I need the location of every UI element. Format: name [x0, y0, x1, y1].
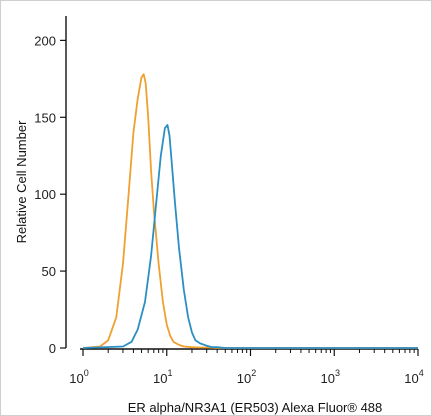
y-tick-label: 0 [49, 341, 56, 356]
x-tick-label: 103 [321, 368, 340, 386]
x-axis-title: ER alpha/NR3A1 (ER503) Alexa Fluor® 488 [128, 400, 383, 415]
y-tick-label: 50 [42, 264, 56, 279]
y-axis-title: Relative Cell Number [14, 120, 29, 243]
series-line-2 [83, 125, 418, 348]
y-tick-label: 200 [34, 33, 56, 48]
x-tick-label: 102 [237, 368, 256, 386]
series-line-1 [83, 74, 418, 348]
x-tick-label: 100 [69, 368, 88, 386]
y-tick-label: 150 [34, 110, 56, 125]
y-axis: 0 50 100 150 200 [34, 16, 66, 356]
x-tick-label: 101 [153, 368, 172, 386]
x-axis: 100 101 102 103 104 [69, 349, 423, 386]
x-tick-label: 104 [404, 368, 423, 386]
series-lines [83, 74, 418, 348]
y-tick-label: 100 [34, 187, 56, 202]
